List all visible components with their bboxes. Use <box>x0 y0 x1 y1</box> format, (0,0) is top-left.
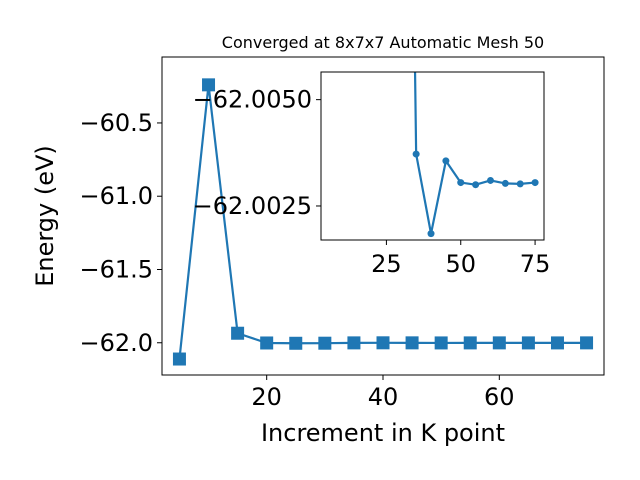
main-data-point <box>580 336 594 350</box>
main-y-tick-label: −61.5 <box>79 255 153 283</box>
inset-plot-frame <box>320 71 545 241</box>
main-data-point <box>318 336 332 350</box>
y-axis-label: Energy (eV) <box>31 145 59 287</box>
main-data-point <box>434 336 448 350</box>
main-data-point <box>405 336 419 350</box>
inset-plot-area <box>321 72 544 240</box>
inset-data-point <box>427 230 435 238</box>
inset-x-tick-label: 25 <box>371 250 402 278</box>
inset-series-line <box>413 72 536 235</box>
main-data-point <box>260 336 274 350</box>
main-x-tick-label: 60 <box>484 383 515 411</box>
main-data-point <box>202 78 216 92</box>
main-y-tick-label: −61.0 <box>79 182 153 210</box>
inset-data-point <box>501 179 509 187</box>
main-y-tick-label: −60.5 <box>79 109 153 137</box>
main-data-point <box>463 336 477 350</box>
chart-title: Converged at 8x7x7 Automatic Mesh 50 <box>222 33 544 52</box>
inset-y-tick-label: −62.0050 <box>193 86 312 114</box>
inset-x-tick-label: 50 <box>445 250 476 278</box>
inset-data-point <box>531 179 539 187</box>
inset-data-point <box>412 150 420 158</box>
main-data-point <box>172 352 186 366</box>
inset-data-point <box>516 180 524 188</box>
main-data-point <box>492 336 506 350</box>
main-data-point <box>347 336 361 350</box>
inset-data-point <box>472 181 480 189</box>
main-x-tick-label: 40 <box>368 383 399 411</box>
inset-data-point <box>486 176 494 184</box>
main-y-tick-label: −62.0 <box>79 329 153 357</box>
inset-x-tick-label: 75 <box>520 250 551 278</box>
main-data-point <box>550 336 564 350</box>
main-data-point <box>376 336 390 350</box>
main-data-point <box>289 336 303 350</box>
inset-data-point <box>457 179 465 187</box>
inset-data-point <box>442 157 450 165</box>
inset-plot: 25 50 75 −62.0050 −62.0025 <box>193 71 551 278</box>
main-data-point <box>231 326 245 340</box>
main-x-tick-label: 20 <box>251 383 282 411</box>
x-axis-label: Increment in K point <box>261 419 505 447</box>
main-data-point <box>521 336 535 350</box>
inset-y-tick-label: −62.0025 <box>193 192 312 220</box>
